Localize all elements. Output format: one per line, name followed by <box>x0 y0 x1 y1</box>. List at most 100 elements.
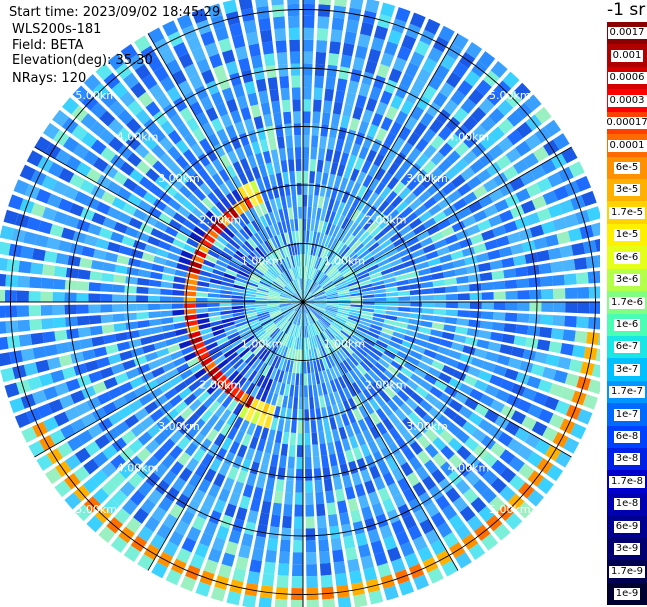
radar-cell <box>144 455 160 471</box>
radar-cell <box>296 170 302 183</box>
radar-cell <box>473 209 488 223</box>
radar-cell <box>392 377 405 389</box>
radar-cell <box>481 292 494 300</box>
radar-cell <box>272 281 284 290</box>
radar-cell <box>307 194 313 208</box>
radar-cell <box>303 63 313 76</box>
radar-cell <box>355 379 367 392</box>
radar-cell <box>294 492 303 505</box>
radar-cell <box>564 315 577 328</box>
radar-cell <box>169 503 184 519</box>
radar-cell <box>192 489 206 504</box>
radar-cell <box>428 485 444 501</box>
radar-cell <box>159 153 174 168</box>
radar-cell <box>171 303 184 309</box>
radar-cell <box>382 498 396 513</box>
radar-cell <box>339 362 349 374</box>
radar-cell <box>169 113 184 129</box>
radar-cell <box>562 329 576 342</box>
radar-cell <box>81 246 96 258</box>
radar-cell <box>309 267 314 280</box>
radar-cell <box>281 334 289 346</box>
radar-cell <box>421 175 435 189</box>
radar-cell <box>470 496 487 514</box>
radar-cell <box>320 208 327 222</box>
radar-cell <box>282 288 294 296</box>
radar-cell <box>318 319 327 330</box>
radar-cell <box>544 234 559 247</box>
radar-cell <box>401 157 414 171</box>
radar-cell <box>345 321 358 329</box>
radar-cell <box>67 340 82 352</box>
radar-cell <box>65 378 81 392</box>
radar-cell <box>292 312 299 324</box>
radar-cell <box>34 234 49 248</box>
radar-cell <box>515 266 529 277</box>
radar-cell <box>349 0 364 10</box>
radar-cell <box>375 339 389 349</box>
radar-cell <box>167 198 182 211</box>
radar-cell <box>240 106 252 121</box>
radar-cell <box>451 342 465 352</box>
radar-cell <box>228 370 240 382</box>
radar-cell <box>477 262 492 272</box>
radar-cell <box>509 176 525 192</box>
radar-cell <box>314 297 327 300</box>
radar-cell <box>305 528 316 541</box>
radar-cell <box>293 206 298 219</box>
radar-cell <box>306 552 317 565</box>
radar-cell <box>385 287 398 293</box>
radar-cell <box>230 109 242 124</box>
range-ring-label: 3.00km <box>406 172 448 185</box>
radar-cell <box>199 182 212 196</box>
radar-cell <box>292 280 299 292</box>
radar-cell <box>27 376 43 391</box>
radar-cell <box>375 127 388 142</box>
radar-cell <box>181 483 196 499</box>
radar-cell <box>196 286 209 293</box>
radar-cell <box>249 461 260 475</box>
radar-cell <box>310 255 315 268</box>
radar-cell <box>98 227 113 240</box>
radar-cell <box>100 314 114 324</box>
radar-cell <box>473 444 489 460</box>
radar-cell <box>183 303 196 309</box>
radar-cell <box>109 100 126 117</box>
radar-cell <box>297 349 301 362</box>
radar-cell <box>255 308 269 312</box>
radar-cell <box>409 307 423 314</box>
radar-cell <box>260 102 271 116</box>
radar-cell <box>316 28 329 41</box>
radar-cell <box>28 305 42 317</box>
radar-cell <box>271 355 279 368</box>
radar-cell <box>256 309 269 315</box>
radar-cell <box>390 558 406 574</box>
radar-cell <box>279 333 287 345</box>
radar-cell <box>103 376 118 390</box>
radar-cell <box>332 240 342 252</box>
radar-cell <box>310 310 319 321</box>
radar-cell <box>158 354 173 366</box>
radar-cell <box>455 479 471 495</box>
radar-cell <box>245 31 259 46</box>
radar-cell <box>286 147 294 160</box>
radar-cell <box>418 268 431 276</box>
radar-cell <box>265 391 274 405</box>
radar-cell <box>183 308 197 315</box>
radar-cell <box>70 390 86 404</box>
radar-cell <box>480 134 496 150</box>
radar-cell <box>268 307 280 312</box>
radar-cell <box>300 302 303 314</box>
radar-cell <box>284 334 291 347</box>
radar-cell <box>180 407 194 421</box>
radar-cell <box>339 177 349 191</box>
radar-cell <box>178 340 192 350</box>
radar-cell <box>331 428 341 442</box>
radar-cell <box>415 137 429 153</box>
radar-cell <box>18 333 33 347</box>
radar-cell <box>325 381 333 394</box>
radar-cell <box>314 302 327 305</box>
radar-cell <box>406 131 421 147</box>
radar-cell <box>358 249 370 260</box>
radar-cell <box>364 60 378 75</box>
